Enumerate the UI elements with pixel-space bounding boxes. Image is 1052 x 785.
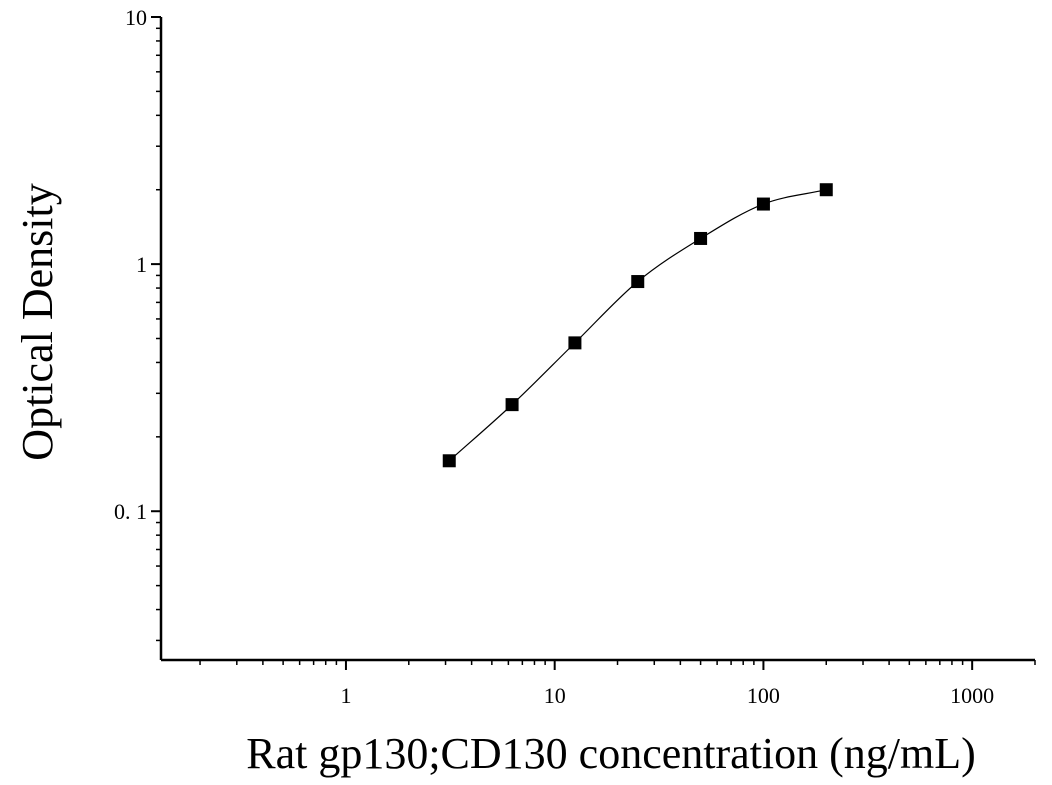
y-tick-label: 0. 1 (114, 499, 147, 524)
x-tick-label: 1000 (950, 683, 994, 708)
data-point (819, 183, 833, 197)
y-axis-label: Optical Density (13, 183, 62, 460)
data-point (442, 454, 456, 468)
data-point (756, 197, 770, 211)
data-point (694, 231, 708, 245)
x-axis-label: Rat gp130;CD130 concentration (ng/mL) (246, 729, 976, 778)
ticks (151, 16, 1036, 670)
x-tick-label: 1 (340, 683, 351, 708)
x-tick-label: 10 (544, 683, 566, 708)
data-point (505, 398, 519, 412)
fit-curve (448, 189, 827, 462)
data-point (631, 275, 645, 289)
data-point (568, 336, 582, 350)
y-tick-label: 1 (136, 252, 147, 277)
data-points (442, 183, 833, 468)
x-tick-label: 100 (747, 683, 780, 708)
tick-labels: 1 10 100 1000 0. 1 1 10 (114, 5, 994, 708)
axes (159, 17, 1035, 662)
y-tick-label: 10 (125, 5, 147, 30)
